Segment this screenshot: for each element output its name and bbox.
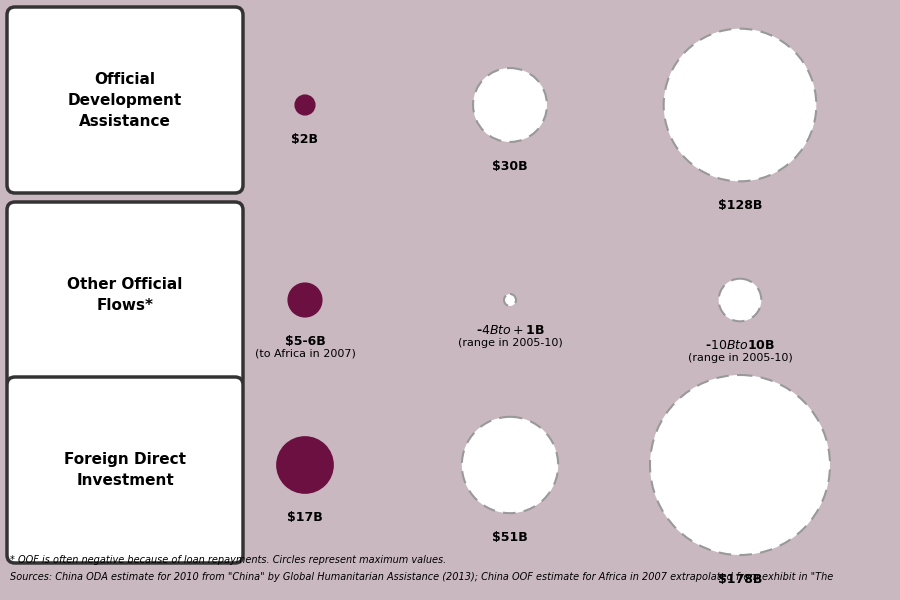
Text: (range in 2005-10): (range in 2005-10) (457, 338, 562, 348)
Text: $2B: $2B (292, 133, 319, 146)
Text: Sources: China ODA estimate for 2010 from "China" by Global Humanitarian Assista: Sources: China ODA estimate for 2010 fro… (10, 572, 833, 582)
Text: * OOF is often negative because of loan repayments. Circles represent maximum va: * OOF is often negative because of loan … (10, 555, 446, 565)
Circle shape (473, 68, 547, 142)
Text: Other Official
Flows*: Other Official Flows* (68, 277, 183, 313)
FancyBboxPatch shape (7, 202, 243, 388)
Text: $128B: $128B (718, 199, 762, 212)
Circle shape (289, 283, 321, 317)
Text: $5-6B: $5-6B (284, 335, 326, 347)
Circle shape (719, 278, 761, 322)
Circle shape (277, 437, 333, 493)
Text: Official
Development
Assistance: Official Development Assistance (68, 71, 182, 128)
Text: $51B: $51B (492, 531, 528, 544)
Text: $178B: $178B (718, 573, 762, 586)
Text: -$10B to $10B: -$10B to $10B (705, 340, 775, 352)
Text: $17B: $17B (287, 511, 323, 524)
Circle shape (295, 95, 314, 115)
FancyBboxPatch shape (7, 377, 243, 563)
Text: Foreign Direct
Investment: Foreign Direct Investment (64, 452, 186, 488)
Circle shape (504, 294, 516, 306)
Circle shape (650, 375, 830, 555)
Text: (range in 2005-10): (range in 2005-10) (688, 353, 792, 364)
FancyBboxPatch shape (7, 7, 243, 193)
Circle shape (663, 29, 816, 181)
Circle shape (462, 417, 558, 513)
Text: (to Africa in 2007): (to Africa in 2007) (255, 349, 356, 359)
Text: $30B: $30B (492, 160, 527, 173)
Text: -$4B to +$1B: -$4B to +$1B (475, 324, 544, 337)
